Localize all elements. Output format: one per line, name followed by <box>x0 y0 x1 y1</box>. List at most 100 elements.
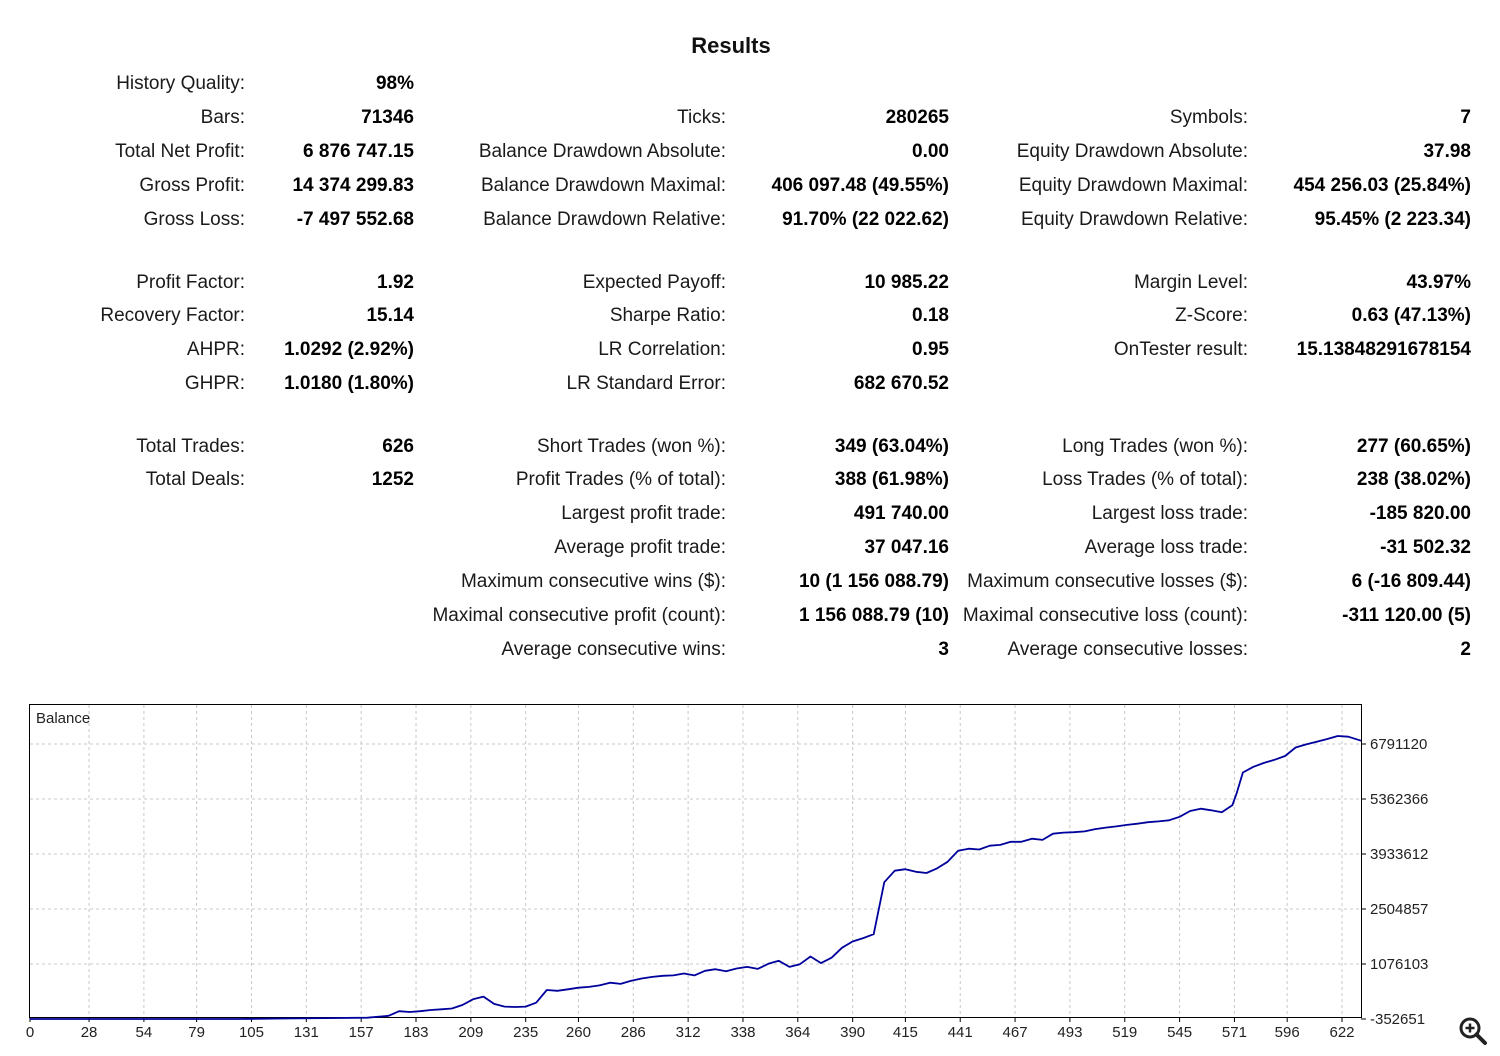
stat-value: 2 <box>1460 639 1471 660</box>
stat-label: Gross Profit: <box>139 175 245 196</box>
x-tick-label: 157 <box>349 1024 374 1041</box>
stat-label: Sharpe Ratio: <box>609 305 726 326</box>
stat-value: 6 (-16 809.44) <box>1351 571 1471 592</box>
stat-value: 349 (63.04%) <box>834 436 949 457</box>
stat-value: -7 497 552.68 <box>296 209 414 230</box>
x-tick-label: 622 <box>1330 1024 1355 1041</box>
x-tick-label: 493 <box>1057 1024 1082 1041</box>
stat-value: 6 876 747.15 <box>303 141 414 162</box>
stat-value: -185 820.00 <box>1369 503 1471 524</box>
stat-label: Gross Loss: <box>143 209 245 230</box>
stat-value: 14 374 299.83 <box>292 175 414 196</box>
x-tick-label: 79 <box>188 1024 205 1041</box>
x-tick-label: 28 <box>81 1024 98 1041</box>
stat-value: -311 120.00 (5) <box>1342 605 1471 626</box>
stat-label: Average profit trade: <box>554 537 726 558</box>
x-tick-label: 415 <box>893 1024 918 1041</box>
stat-label: Loss Trades (% of total): <box>1042 469 1248 490</box>
y-tick-label: 5362366 <box>1370 791 1428 808</box>
stat-label: Total Deals: <box>145 469 245 490</box>
stat-label: Balance Drawdown Absolute: <box>478 141 726 162</box>
stat-label: AHPR: <box>186 339 245 360</box>
stat-label: Long Trades (won %): <box>1062 436 1248 457</box>
stat-label: Profit Trades (% of total): <box>515 469 726 490</box>
x-tick-label: 519 <box>1112 1024 1137 1041</box>
stat-label: LR Correlation: <box>598 339 726 360</box>
stat-value: 1.0180 (1.80%) <box>284 373 414 394</box>
stat-value: 15.13848291678154 <box>1296 339 1471 360</box>
x-tick-label: 312 <box>676 1024 701 1041</box>
y-tick-label: 3933612 <box>1370 846 1428 863</box>
stat-label: Ticks: <box>677 107 726 128</box>
stat-label: LR Standard Error: <box>566 373 726 394</box>
stat-label: Average loss trade: <box>1084 537 1248 558</box>
x-tick-label: 131 <box>294 1024 319 1041</box>
x-tick-label: 286 <box>621 1024 646 1041</box>
x-tick-label: 105 <box>239 1024 264 1041</box>
y-tick-label: 1076103 <box>1370 956 1428 973</box>
results-title: Results <box>691 33 771 58</box>
stat-label: Average consecutive losses: <box>1007 639 1248 660</box>
stat-label: Maximum consecutive wins ($): <box>460 571 726 592</box>
x-tick-label: 596 <box>1275 1024 1300 1041</box>
x-tick-label: 183 <box>403 1024 428 1041</box>
x-tick-label: 545 <box>1167 1024 1192 1041</box>
stat-value: 91.70% (22 022.62) <box>782 209 949 230</box>
y-tick-label: 6791120 <box>1370 736 1427 753</box>
x-tick-label: 571 <box>1222 1024 1247 1041</box>
stat-value: 10 985.22 <box>864 272 949 293</box>
x-tick-label: 0 <box>26 1024 34 1041</box>
stat-value: 15.14 <box>366 305 414 326</box>
stat-label: Equity Drawdown Absolute: <box>1016 141 1248 162</box>
stat-value: 626 <box>382 436 414 457</box>
stat-label: Profit Factor: <box>136 272 245 293</box>
stat-label: Maximal consecutive profit (count): <box>432 605 726 626</box>
stat-label: Total Net Profit: <box>115 141 245 162</box>
stat-label: Average consecutive wins: <box>501 639 726 660</box>
stat-label: Expected Payoff: <box>582 272 726 293</box>
stat-value: 491 740.00 <box>853 503 949 524</box>
legend-label: Balance <box>36 710 90 727</box>
stat-value: 1 156 088.79 (10) <box>798 605 949 626</box>
stat-value: 0.00 <box>912 141 949 162</box>
zoom-icon[interactable] <box>1458 1016 1488 1046</box>
stat-value: 1.92 <box>377 272 414 293</box>
x-tick-label: 467 <box>1003 1024 1028 1041</box>
stat-value: 37 047.16 <box>864 537 949 558</box>
x-tick-label: 338 <box>730 1024 755 1041</box>
stat-label: GHPR: <box>184 373 245 394</box>
stat-value: 454 256.03 (25.84%) <box>1293 175 1471 196</box>
stat-label: Equity Drawdown Relative: <box>1020 209 1248 230</box>
y-tick-label: -352651 <box>1370 1011 1425 1028</box>
stat-value: 7 <box>1460 107 1471 128</box>
stat-label: Total Trades: <box>136 436 245 457</box>
x-tick-label: 235 <box>513 1024 538 1041</box>
x-tick-label: 390 <box>840 1024 865 1041</box>
stat-value: 406 097.48 (49.55%) <box>771 175 949 196</box>
stat-value: 98% <box>375 73 414 94</box>
balance-chart: 0 28 54 79 105 131 157 183 209 235 260 286 312 338 364… <box>26 704 1428 1041</box>
x-tick-label: 209 <box>458 1024 483 1041</box>
stat-label: Symbols: <box>1169 107 1248 128</box>
stat-label: Balance Drawdown Relative: <box>483 209 726 230</box>
stat-label: Maximal consecutive loss (count): <box>962 605 1248 626</box>
stat-value: 1.0292 (2.92%) <box>284 339 414 360</box>
x-tick-label: 54 <box>136 1024 153 1041</box>
stat-value: 43.97% <box>1406 272 1471 293</box>
stat-label: Largest profit trade: <box>561 503 726 524</box>
stat-value: 682 670.52 <box>853 373 949 394</box>
stat-value: 10 (1 156 088.79) <box>798 571 949 592</box>
stat-value: 0.63 (47.13%) <box>1351 305 1471 326</box>
stat-value: 3 <box>938 639 949 660</box>
stat-value: 71346 <box>361 107 414 128</box>
y-tick-label: 2504857 <box>1370 901 1428 918</box>
stat-label: History Quality: <box>116 73 245 94</box>
stat-value: 0.18 <box>912 305 949 326</box>
stat-label: Equity Drawdown Maximal: <box>1018 175 1248 196</box>
stat-label: Recovery Factor: <box>100 305 245 326</box>
stat-value: 0.95 <box>912 339 949 360</box>
stat-label: Z-Score: <box>1175 305 1248 326</box>
stat-label: Bars: <box>200 107 245 128</box>
stat-label: Maximum consecutive losses ($): <box>967 571 1248 592</box>
stat-value: -31 502.32 <box>1380 537 1471 558</box>
